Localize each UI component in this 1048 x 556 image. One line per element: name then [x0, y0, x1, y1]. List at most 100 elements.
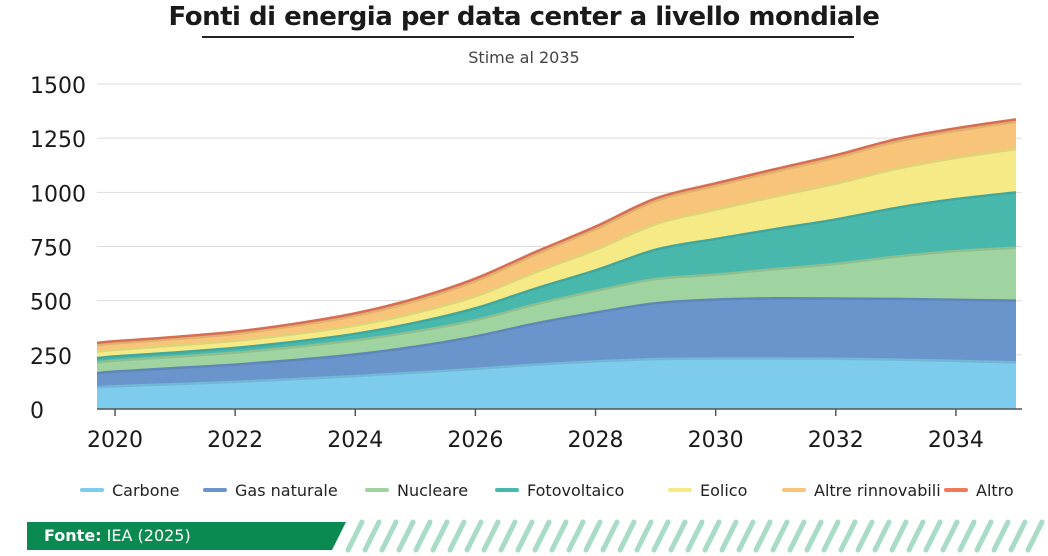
x-tick-label: 2020 [87, 428, 143, 453]
hatch-stripe [855, 519, 875, 553]
legend-label: Altro [976, 480, 1014, 500]
title-underline [202, 36, 854, 38]
hatch-stripe [396, 519, 416, 553]
legend-item-altro: Altro [944, 478, 1014, 502]
source-label: Fonte: [44, 526, 102, 545]
x-tick-label: 2032 [808, 428, 864, 453]
y-tick-label: 0 [30, 399, 44, 424]
hatch-stripe [481, 519, 501, 553]
hatch-stripe [498, 519, 518, 553]
hatch-stripe [719, 519, 739, 553]
hatch-stripe [532, 519, 552, 553]
chart-title: Fonti di energia per data center a livel… [168, 2, 880, 32]
source-value: IEA (2025) [106, 526, 191, 545]
source-banner-tip [332, 522, 346, 550]
x-tick-label: 2026 [447, 428, 503, 453]
hatch-stripe [583, 519, 603, 553]
source-note: Fonte: IEA (2025) [44, 522, 191, 550]
line-nucleare [96, 246, 1017, 364]
hatch-stripe [940, 519, 960, 553]
line-eolico [96, 147, 1017, 353]
hatch-stripe [974, 519, 994, 553]
hatch-stripe [804, 519, 824, 553]
hatch-stripe [1008, 519, 1028, 553]
area-nucleare [97, 247, 1016, 374]
legend-label: Altre rinnovabili [814, 480, 941, 500]
chart-subtitle: Stime al 2035 [468, 48, 580, 67]
hatch-stripe [447, 519, 467, 553]
hatch-stripe [787, 519, 807, 553]
hatch-stripe [957, 519, 977, 553]
line-altro [96, 118, 1017, 345]
legend-label: Nucleare [397, 480, 469, 500]
legend-item-nucleare: Nucleare [365, 478, 468, 502]
area-eolico [97, 149, 1016, 359]
y-tick-label: 250 [30, 345, 72, 370]
hatch-stripe [430, 519, 450, 553]
x-tick-label: 2024 [327, 428, 383, 453]
legend-swatch [944, 488, 968, 492]
hatch-stripe [379, 519, 399, 553]
x-tick-label: 2022 [207, 428, 263, 453]
legend-item-altre-rinnovabili: Altre rinnovabili [782, 478, 941, 502]
x-tick-label: 2030 [688, 428, 744, 453]
hatch-stripe [838, 519, 858, 553]
hatch-stripe [617, 519, 637, 553]
hatch-stripe [566, 519, 586, 553]
hatch-stripe [923, 519, 943, 553]
hatch-stripe [345, 519, 365, 553]
legend-label: Fotovoltaico [527, 480, 625, 500]
hatch-stripe [770, 519, 790, 553]
x-tick-label: 2034 [928, 428, 984, 453]
hatch-stripe [549, 519, 569, 553]
hatch-stripe [464, 519, 484, 553]
area-altre-rinnovabili [97, 121, 1016, 352]
line-gas-naturale [96, 296, 1017, 375]
hatch-stripe [600, 519, 620, 553]
hatch-stripe [634, 519, 654, 553]
hatch-stripe [702, 519, 722, 553]
legend-item-fotovoltaico: Fotovoltaico [495, 478, 624, 502]
legend-label: Gas naturale [235, 480, 338, 500]
legend-swatch [80, 488, 104, 492]
legend-label: Carbone [112, 480, 180, 500]
hatch-stripe [821, 519, 841, 553]
chart-legend: Carbone Gas naturale Nucleare Fotovoltaico E… [70, 478, 1030, 502]
line-altre-rinnovabili [96, 120, 1017, 347]
y-tick-label: 1500 [30, 74, 86, 99]
legend-swatch [495, 488, 519, 492]
legend-item-gas-naturale: Gas naturale [203, 478, 338, 502]
hatch-stripe [906, 519, 926, 553]
hatch-stripe [736, 519, 756, 553]
hatch-stripe [872, 519, 892, 553]
hatch-stripe [753, 519, 773, 553]
y-tick-label: 1250 [30, 128, 86, 153]
area-gas-naturale [97, 298, 1016, 388]
area-fotovoltaico [97, 192, 1016, 363]
legend-item-eolico: Eolico [668, 478, 747, 502]
x-tick-label: 2028 [568, 428, 624, 453]
line-fotovoltaico [96, 191, 1017, 360]
legend-item-carbone: Carbone [80, 478, 179, 502]
legend-swatch [782, 488, 806, 492]
hatch-stripe [991, 519, 1011, 553]
y-tick-label: 500 [30, 291, 72, 316]
hatch-stripe [889, 519, 909, 553]
legend-swatch [203, 488, 227, 492]
hatch-stripe [668, 519, 688, 553]
hatch-stripe [1025, 519, 1045, 553]
source-banner [27, 522, 332, 550]
legend-swatch [668, 488, 692, 492]
y-tick-label: 1000 [30, 182, 86, 207]
area-carbone [97, 358, 1016, 409]
hatch-stripe [651, 519, 671, 553]
legend-label: Eolico [700, 480, 748, 500]
y-tick-label: 750 [30, 237, 72, 262]
hatch-stripe [515, 519, 535, 553]
legend-swatch [365, 488, 389, 492]
line-carbone [96, 357, 1017, 389]
hatch-stripe [413, 519, 433, 553]
hatch-stripe [362, 519, 382, 553]
